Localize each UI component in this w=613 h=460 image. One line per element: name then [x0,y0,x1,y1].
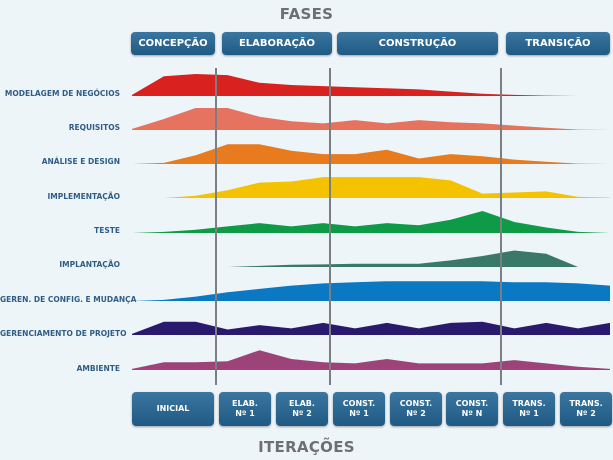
iteration-const-2-button[interactable]: CONST. Nº 2 [390,392,442,426]
effort-area-1 [132,108,610,130]
iteration-number: Nº 1 [349,409,369,418]
iteration-number: Nº 1 [519,409,539,418]
iterations-title: ITERAÇÕES [258,438,355,456]
effort-area-6 [132,281,610,301]
discipline-label-config: GEREN. DE CONFIG. E MUDANÇA [0,295,137,304]
iteration-const-1-button[interactable]: CONST. Nº 1 [333,392,385,426]
discipline-label-modelagem: MODELAGEM DE NEGÓCIOS [4,89,120,98]
iteration-label: CONST. [342,399,376,408]
discipline-label-gerenciamento: GERENCIAMENTO DE PROJETO [0,329,127,338]
effort-area-0 [132,74,610,96]
effort-area-5 [132,250,610,267]
iteration-inicial-button[interactable]: INICIAL [132,392,214,426]
discipline-label-requisitos: REQUISITOS [68,123,120,132]
iteration-const-n-button[interactable]: CONST. Nº N [446,392,498,426]
effort-area-2 [132,144,610,164]
iteration-number: Nº 2 [576,409,596,418]
iteration-label: ELAB. [289,399,315,408]
phase-concepcao-button[interactable]: CONCEPÇÃO [131,32,215,55]
iteration-label: CONST. [399,399,433,408]
discipline-label-ambiente: AMBIENTE [76,364,120,373]
phase-construcao-button[interactable]: CONSTRUÇÃO [337,32,498,55]
iteration-label: TRANS. [512,399,546,408]
iteration-label: TRANS. [569,399,603,408]
phases-title: FASES [279,5,334,23]
iteration-label: INICIAL [156,404,190,413]
effort-area-3 [132,177,610,198]
iteration-label: CONST. [455,399,489,408]
discipline-label-analise: ANÁLISE E DESIGN [41,157,120,166]
iteration-number: Nº 2 [292,409,312,418]
phase-transicao-button[interactable]: TRANSIÇÃO [506,32,610,55]
discipline-label-teste: TESTE [94,226,120,235]
iteration-elab-2-button[interactable]: ELAB. Nº 2 [276,392,328,426]
effort-area-7 [132,321,610,335]
iteration-trans-1-button[interactable]: TRANS. Nº 1 [503,392,555,426]
effort-area-8 [132,350,610,370]
iteration-number: Nº 1 [235,409,255,418]
discipline-label-implantacao: IMPLANTAÇÃO [59,260,120,269]
iteration-elab-1-button[interactable]: ELAB. Nº 1 [219,392,271,426]
effort-area-4 [132,211,610,233]
iteration-number: Nº 2 [406,409,426,418]
discipline-label-implementacao: IMPLEMENTAÇÃO [47,192,120,201]
iteration-trans-2-button[interactable]: TRANS. Nº 2 [560,392,612,426]
iteration-label: ELAB. [232,399,258,408]
phase-elaboracao-button[interactable]: ELABORAÇÃO [222,32,332,55]
iteration-number: Nº N [461,409,483,418]
